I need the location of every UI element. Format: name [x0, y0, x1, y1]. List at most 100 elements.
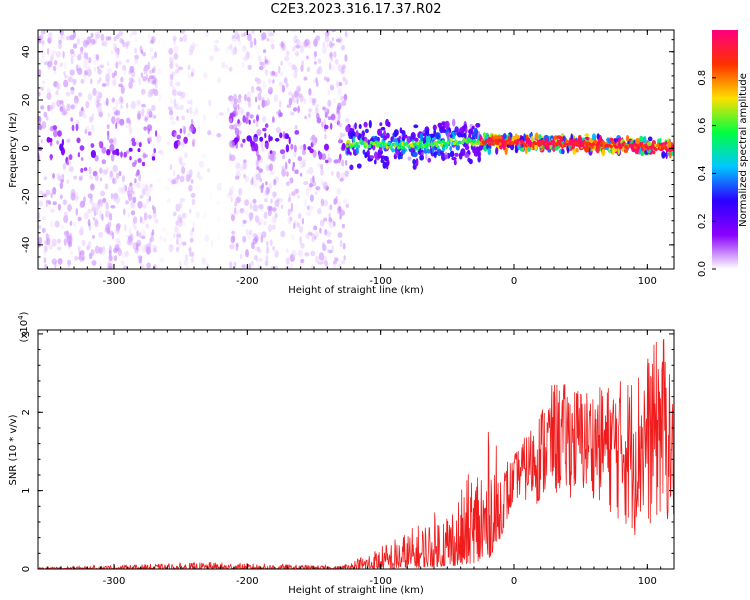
- spectrogram-cell: [217, 216, 221, 223]
- spectrogram-cell: [504, 147, 508, 155]
- spectrogram-cell: [322, 199, 329, 207]
- spectrogram-cell: [241, 62, 245, 68]
- snr-series-line: [38, 338, 674, 569]
- colorbar-tick-label: 0.8: [697, 70, 708, 86]
- spectrogram-cell: [193, 43, 199, 48]
- spectrogram-cell: [171, 130, 177, 137]
- spectrogram-cell: [329, 204, 332, 209]
- spectrogram-cell: [46, 92, 52, 100]
- spectrogram-cell: [161, 227, 167, 232]
- spectrogram-cell: [209, 190, 213, 200]
- spectrogram-cell: [162, 236, 167, 243]
- spectrogram-cell: [89, 195, 93, 203]
- spectrogram-cell: [173, 45, 179, 54]
- spectrogram-cell: [111, 97, 116, 103]
- spectrogram-cell: [341, 100, 347, 107]
- spectrogram-cell: [259, 185, 262, 190]
- spectrogram-cell: [226, 192, 232, 199]
- spectrogram-cell: [361, 136, 365, 141]
- spectrogram-cell: [87, 240, 92, 249]
- spectrogram-cell: [178, 202, 183, 207]
- spectrogram-cell: [73, 95, 79, 104]
- spectrogram-cell: [202, 114, 206, 122]
- spectrogram-cell: [477, 155, 482, 163]
- spectrogram-cell: [374, 159, 377, 165]
- spectrogram-cell: [136, 243, 139, 251]
- spectrogram-cell: [274, 212, 278, 219]
- spectrogram-cell: [82, 255, 85, 261]
- spectrogram-cell: [120, 151, 123, 158]
- spectrogram-ridge-cell: [542, 142, 546, 146]
- spectrogram-cell: [97, 68, 102, 75]
- spectrogram-cell: [369, 155, 375, 159]
- spectrogram-cell: [299, 95, 304, 102]
- spectrogram-cell: [178, 201, 183, 209]
- spectrogram-cell: [179, 198, 186, 202]
- spectrogram-cell: [114, 61, 119, 69]
- spectrogram-cell: [221, 61, 226, 69]
- spectrogram-cell: [613, 138, 617, 143]
- spectrogram-cell: [106, 166, 110, 173]
- spectrogram-cell: [257, 231, 262, 240]
- spectrogram-cell: [137, 148, 141, 153]
- spectrogram-cell: [412, 151, 418, 158]
- spectrogram-cell: [249, 138, 253, 145]
- spectrogram-cell: [257, 104, 261, 111]
- spectrogram-cell: [464, 144, 470, 151]
- spectrogram-cell: [59, 62, 64, 67]
- spectrogram-cell: [132, 196, 137, 203]
- spectrogram-cell: [298, 236, 303, 245]
- spectrogram-cell: [323, 76, 327, 81]
- spectrogram-cell: [63, 215, 69, 223]
- spectrogram-cell: [328, 222, 334, 229]
- spectrogram-cell: [272, 206, 277, 213]
- spectrogram-cell: [105, 202, 109, 210]
- spectrogram-cell: [146, 80, 152, 85]
- spectrogram-cell: [278, 65, 281, 74]
- spectrogram-cell: [176, 115, 179, 121]
- spectrogram-cell: [257, 258, 263, 262]
- spectrogram-cell: [38, 236, 43, 245]
- spectrogram-cell: [113, 196, 116, 202]
- snr-y-tick-label: 1: [21, 487, 32, 493]
- x-tick-label: 100: [638, 576, 657, 587]
- spectrogram-cell: [312, 175, 315, 183]
- spectrogram-cell: [63, 238, 67, 246]
- spectrogram-cell: [94, 31, 100, 37]
- spectrogram-cell: [452, 118, 456, 127]
- spectrogram-cell: [285, 50, 290, 57]
- spectrogram-cell: [349, 164, 354, 171]
- spectrogram-cell: [56, 83, 60, 89]
- spectrogram-cell: [449, 145, 453, 152]
- spectrogram-cell: [238, 187, 243, 196]
- spectrogram-cell: [291, 64, 297, 71]
- spectrogram-cell: [99, 246, 103, 255]
- spectrogram-cell: [191, 257, 194, 263]
- spectrogram-cell: [176, 246, 180, 253]
- spectrogram-ridge-cell: [580, 143, 585, 147]
- spectrogram-cell: [170, 120, 176, 126]
- spectrogram-cell: [45, 189, 51, 196]
- spectrogram-cell: [77, 245, 81, 250]
- spectrogram-cell: [172, 70, 178, 76]
- spectrogram-cell: [190, 193, 196, 198]
- spectrogram-cell: [129, 182, 133, 187]
- spectrogram-cell: [90, 78, 93, 85]
- spectrogram-cell: [382, 161, 387, 169]
- spectrogram-cell: [269, 239, 273, 247]
- spectrogram-cell: [127, 212, 130, 218]
- spectrogram-cell: [464, 153, 470, 159]
- spectrogram-cell: [141, 183, 146, 190]
- spectrogram-cell: [274, 72, 278, 77]
- spectrogram-cell: [439, 150, 444, 155]
- spectrogram-ridge-cell: [468, 138, 473, 143]
- snr-y-tick-label: 0: [21, 566, 32, 572]
- spectrogram-cell: [517, 143, 521, 150]
- spectrogram-cell: [272, 116, 275, 123]
- spectrogram-cell: [173, 169, 176, 176]
- spectrogram-cell: [294, 90, 299, 98]
- spectrogram-cell: [327, 99, 332, 107]
- spectrogram-cell: [50, 154, 53, 161]
- spectrogram-cell: [279, 71, 284, 76]
